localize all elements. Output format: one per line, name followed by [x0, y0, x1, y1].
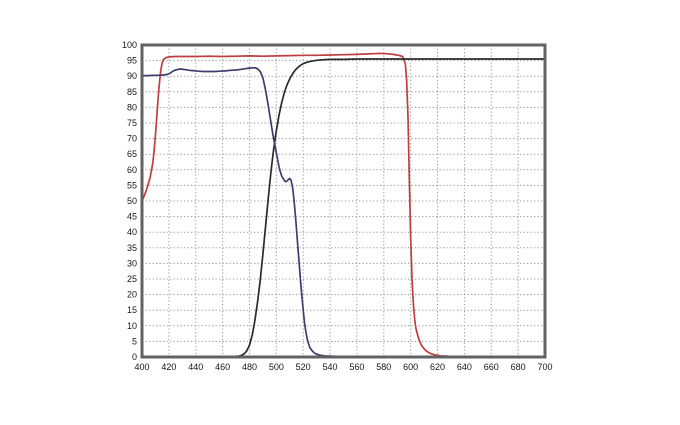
y-tick-label: 30: [127, 258, 137, 268]
y-tick-label: 5: [132, 336, 137, 346]
y-tick-label: 95: [127, 56, 137, 66]
x-tick-label: 520: [296, 362, 311, 372]
y-tick-label: 75: [127, 118, 137, 128]
x-tick-label: 660: [484, 362, 499, 372]
x-tick-label: 420: [161, 362, 176, 372]
x-tick-label: 560: [349, 362, 364, 372]
y-tick-label: 65: [127, 149, 137, 159]
y-tick-label: 80: [127, 102, 137, 112]
x-tick-label: 640: [457, 362, 472, 372]
y-tick-label: 15: [127, 305, 137, 315]
y-tick-label: 25: [127, 274, 137, 284]
x-tick-label: 580: [376, 362, 391, 372]
tick-labels: 400 420 440 460 480 500 520 540 560 580 600 620 640 6…: [122, 40, 553, 372]
x-tick-label: 400: [134, 362, 149, 372]
y-tick-label: 90: [127, 71, 137, 81]
y-tick-label: 70: [127, 134, 137, 144]
y-tick-label: 55: [127, 180, 137, 190]
series-red-bandpass-curve: [141, 52, 546, 358]
y-tick-label: 60: [127, 165, 137, 175]
x-tick-label: 460: [215, 362, 230, 372]
x-tick-label: 540: [323, 362, 338, 372]
x-tick-label: 680: [511, 362, 526, 372]
series-blue-shortpass-curve: [141, 66, 546, 358]
y-tick-label: 100: [122, 40, 137, 50]
y-tick-label: 35: [127, 243, 137, 253]
y-tick-label: 10: [127, 321, 137, 331]
x-tick-label: 620: [430, 362, 445, 372]
y-tick-label: 40: [127, 227, 137, 237]
x-tick-label: 480: [242, 362, 257, 372]
x-tick-label: 500: [269, 362, 284, 372]
series-black-longpass-curve: [141, 58, 546, 358]
y-tick-label: 50: [127, 196, 137, 206]
grid: [142, 45, 545, 357]
y-tick-label: 45: [127, 212, 137, 222]
y-tick-label: 85: [127, 87, 137, 97]
y-tick-label: 0: [132, 352, 137, 362]
plot-border: [140, 43, 547, 359]
x-tick-label: 600: [403, 362, 418, 372]
x-tick-label: 700: [537, 362, 552, 372]
x-tick-label: 440: [188, 362, 203, 372]
y-tick-label: 20: [127, 290, 137, 300]
